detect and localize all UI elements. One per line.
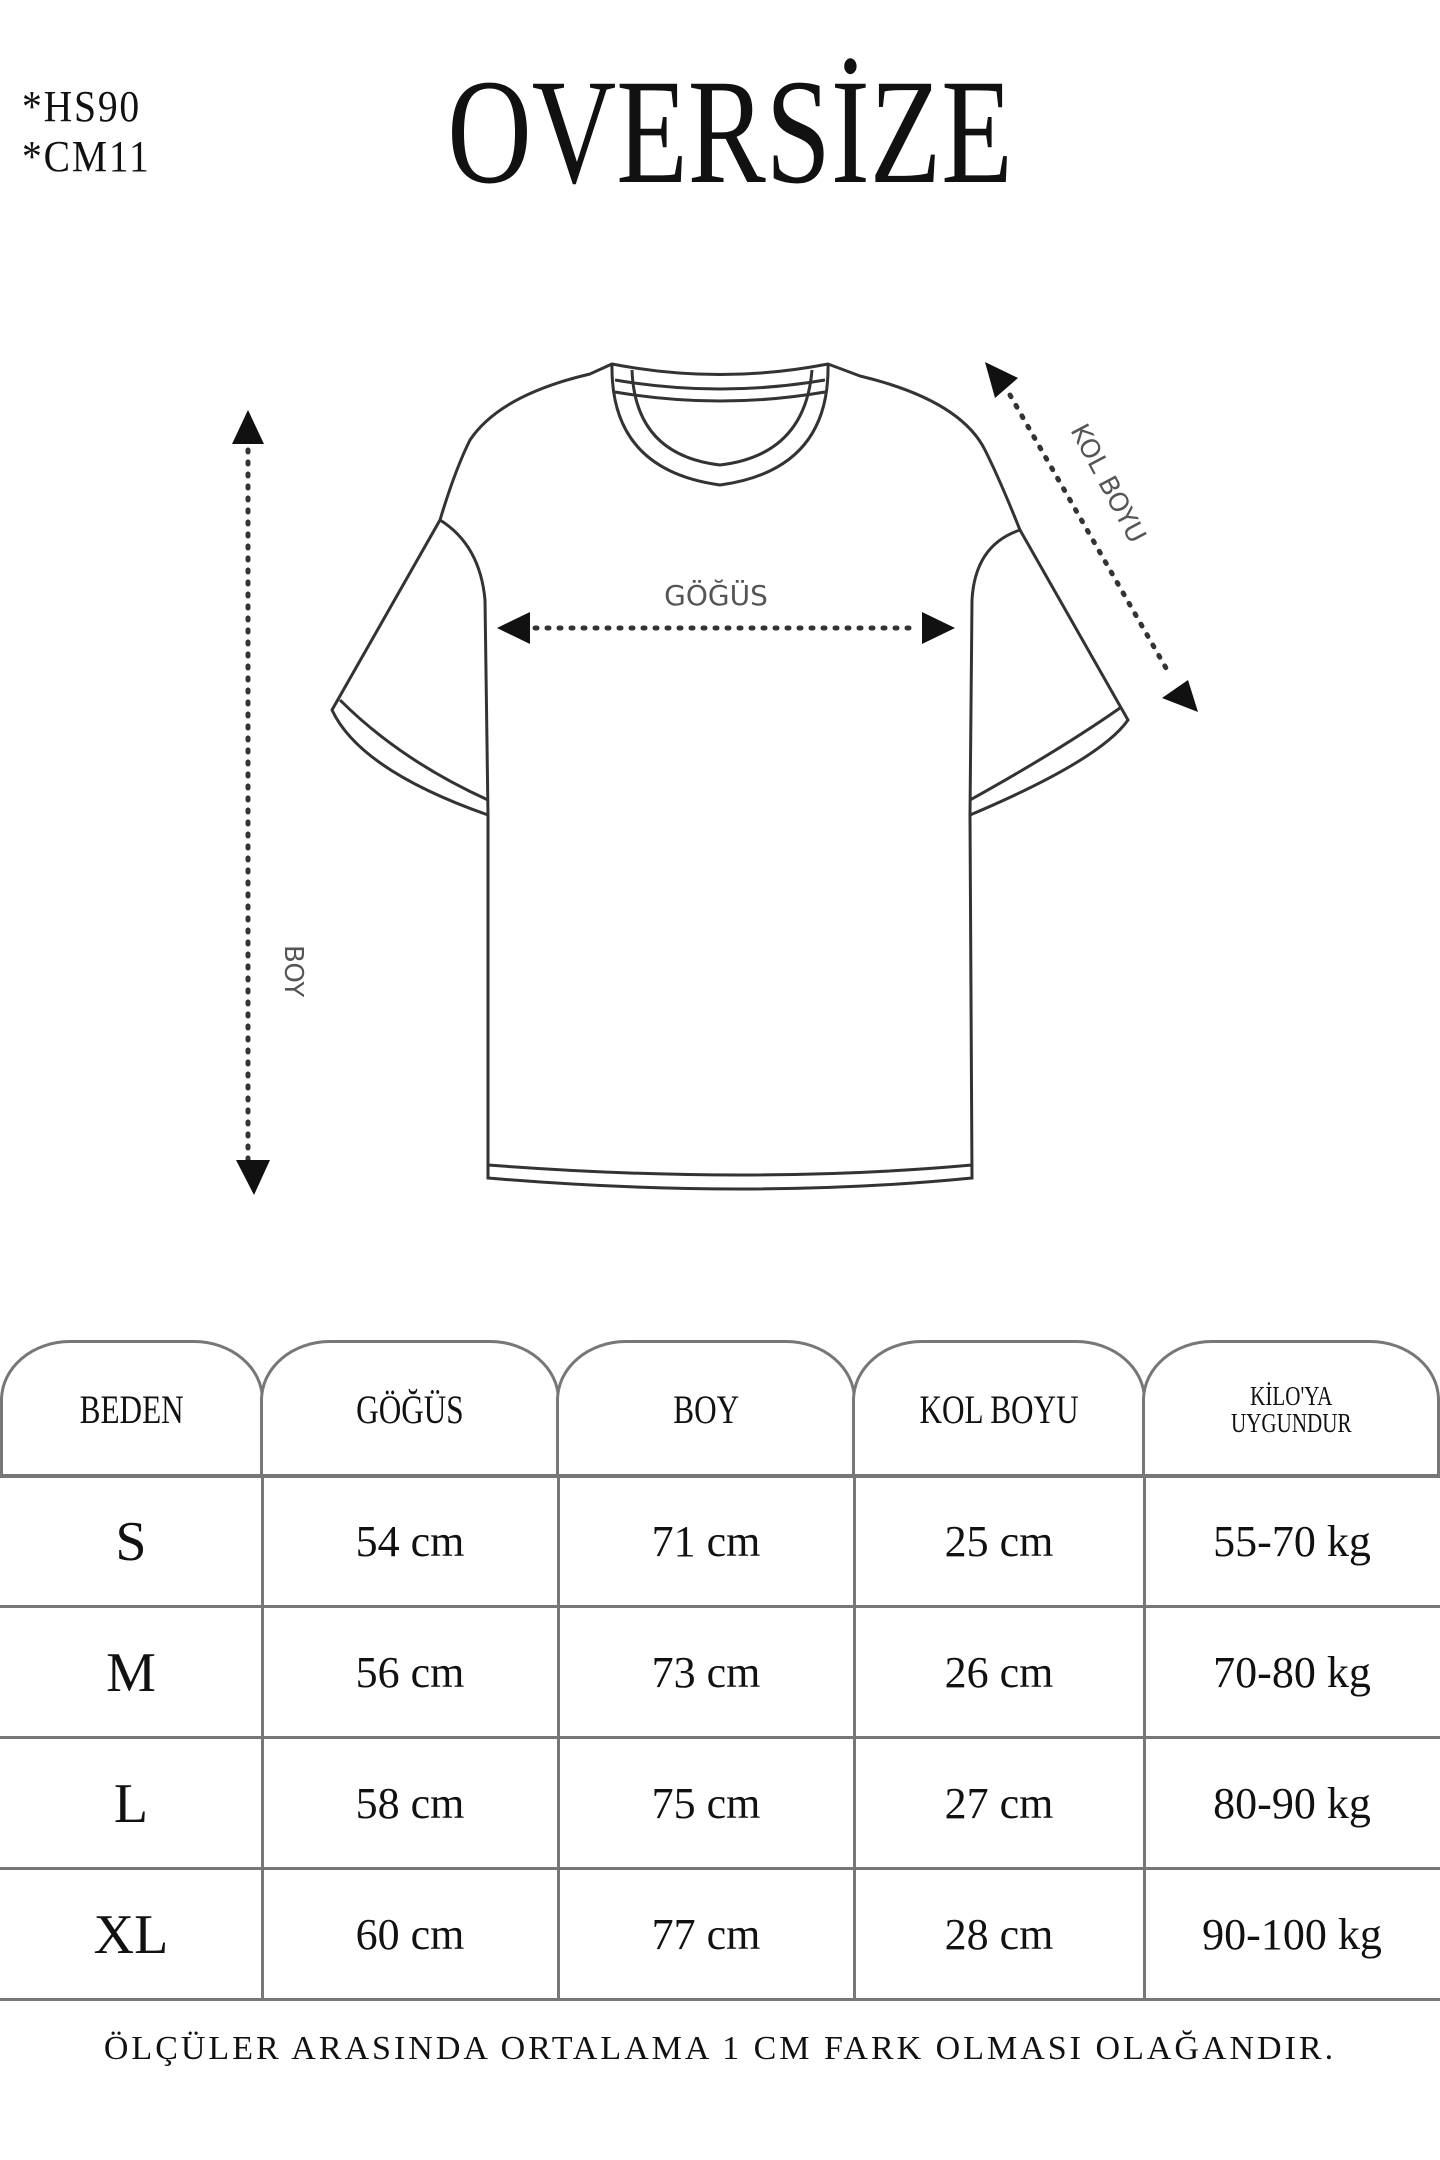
cell-weight: 55-70 kg (1213, 1517, 1371, 1566)
cell-size: L (113, 1772, 149, 1835)
cell-chest: 58 cm (355, 1779, 465, 1828)
cell-sleeve: 27 cm (944, 1779, 1054, 1828)
table-row: L 58 cm 75 cm 27 cm 80-90 kg (0, 1738, 1440, 1870)
product-codes: *HS90 *CM11 (22, 82, 151, 182)
table-row: XL 60 cm 77 cm 28 cm 90-100 kg (0, 1869, 1440, 2001)
cell-length: 71 cm (651, 1517, 761, 1566)
cell-length: 75 cm (651, 1779, 761, 1828)
length-arrow (232, 410, 270, 1195)
sleeve-arrow (985, 362, 1198, 712)
table-header: BEDEN GÖĞÜS BOY KOL BOYU KİLO'YA UYGUNDUR (0, 1338, 1440, 1476)
code-hs90: *HS90 (22, 82, 142, 131)
cell-length: 73 cm (651, 1648, 761, 1697)
sleeve-label: KOL BOYU (1064, 419, 1152, 548)
footer-note: ÖLÇÜLER ARASINDA ORTALAMA 1 CM FARK OLMA… (103, 2030, 1337, 2067)
cell-chest: 60 cm (355, 1910, 465, 1959)
cell-sleeve: 26 cm (944, 1648, 1054, 1697)
cell-size: S (115, 1510, 147, 1573)
header-gogus: GÖĞÜS (260, 1340, 560, 1476)
cell-chest: 56 cm (355, 1648, 465, 1697)
cell-sleeve: 25 cm (944, 1517, 1054, 1566)
size-table: BEDEN GÖĞÜS BOY KOL BOYU KİLO'YA UYGUNDUR… (0, 1338, 1440, 2001)
code-cm11: *CM11 (22, 132, 151, 181)
cell-weight: 70-80 kg (1213, 1648, 1371, 1697)
header-beden: BEDEN (0, 1340, 264, 1476)
header-kol-boyu: KOL BOYU (852, 1340, 1146, 1476)
header-kilo: KİLO'YA UYGUNDUR (1142, 1340, 1440, 1476)
table-row: S 54 cm 71 cm 25 cm 55-70 kg (0, 1476, 1440, 1608)
cell-weight: 90-100 kg (1202, 1910, 1382, 1959)
cell-sleeve: 28 cm (944, 1910, 1054, 1959)
chest-label: GÖĞÜS (664, 578, 768, 612)
header-boy: BOY (556, 1340, 856, 1476)
table-row: M 56 cm 73 cm 26 cm 70-80 kg (0, 1607, 1440, 1739)
cell-weight: 80-90 kg (1213, 1779, 1371, 1828)
length-label: BOY (278, 945, 308, 997)
cell-length: 77 cm (651, 1910, 761, 1959)
tshirt-diagram: GÖĞÜS KOL BOYU BOY (232, 362, 1198, 1195)
cell-size: XL (93, 1903, 169, 1966)
cell-chest: 54 cm (355, 1517, 465, 1566)
cell-size: M (106, 1641, 156, 1704)
page-title: OVERSİZE (447, 49, 1013, 215)
tshirt-outline (330, 362, 1130, 1191)
chest-arrow (497, 612, 955, 644)
